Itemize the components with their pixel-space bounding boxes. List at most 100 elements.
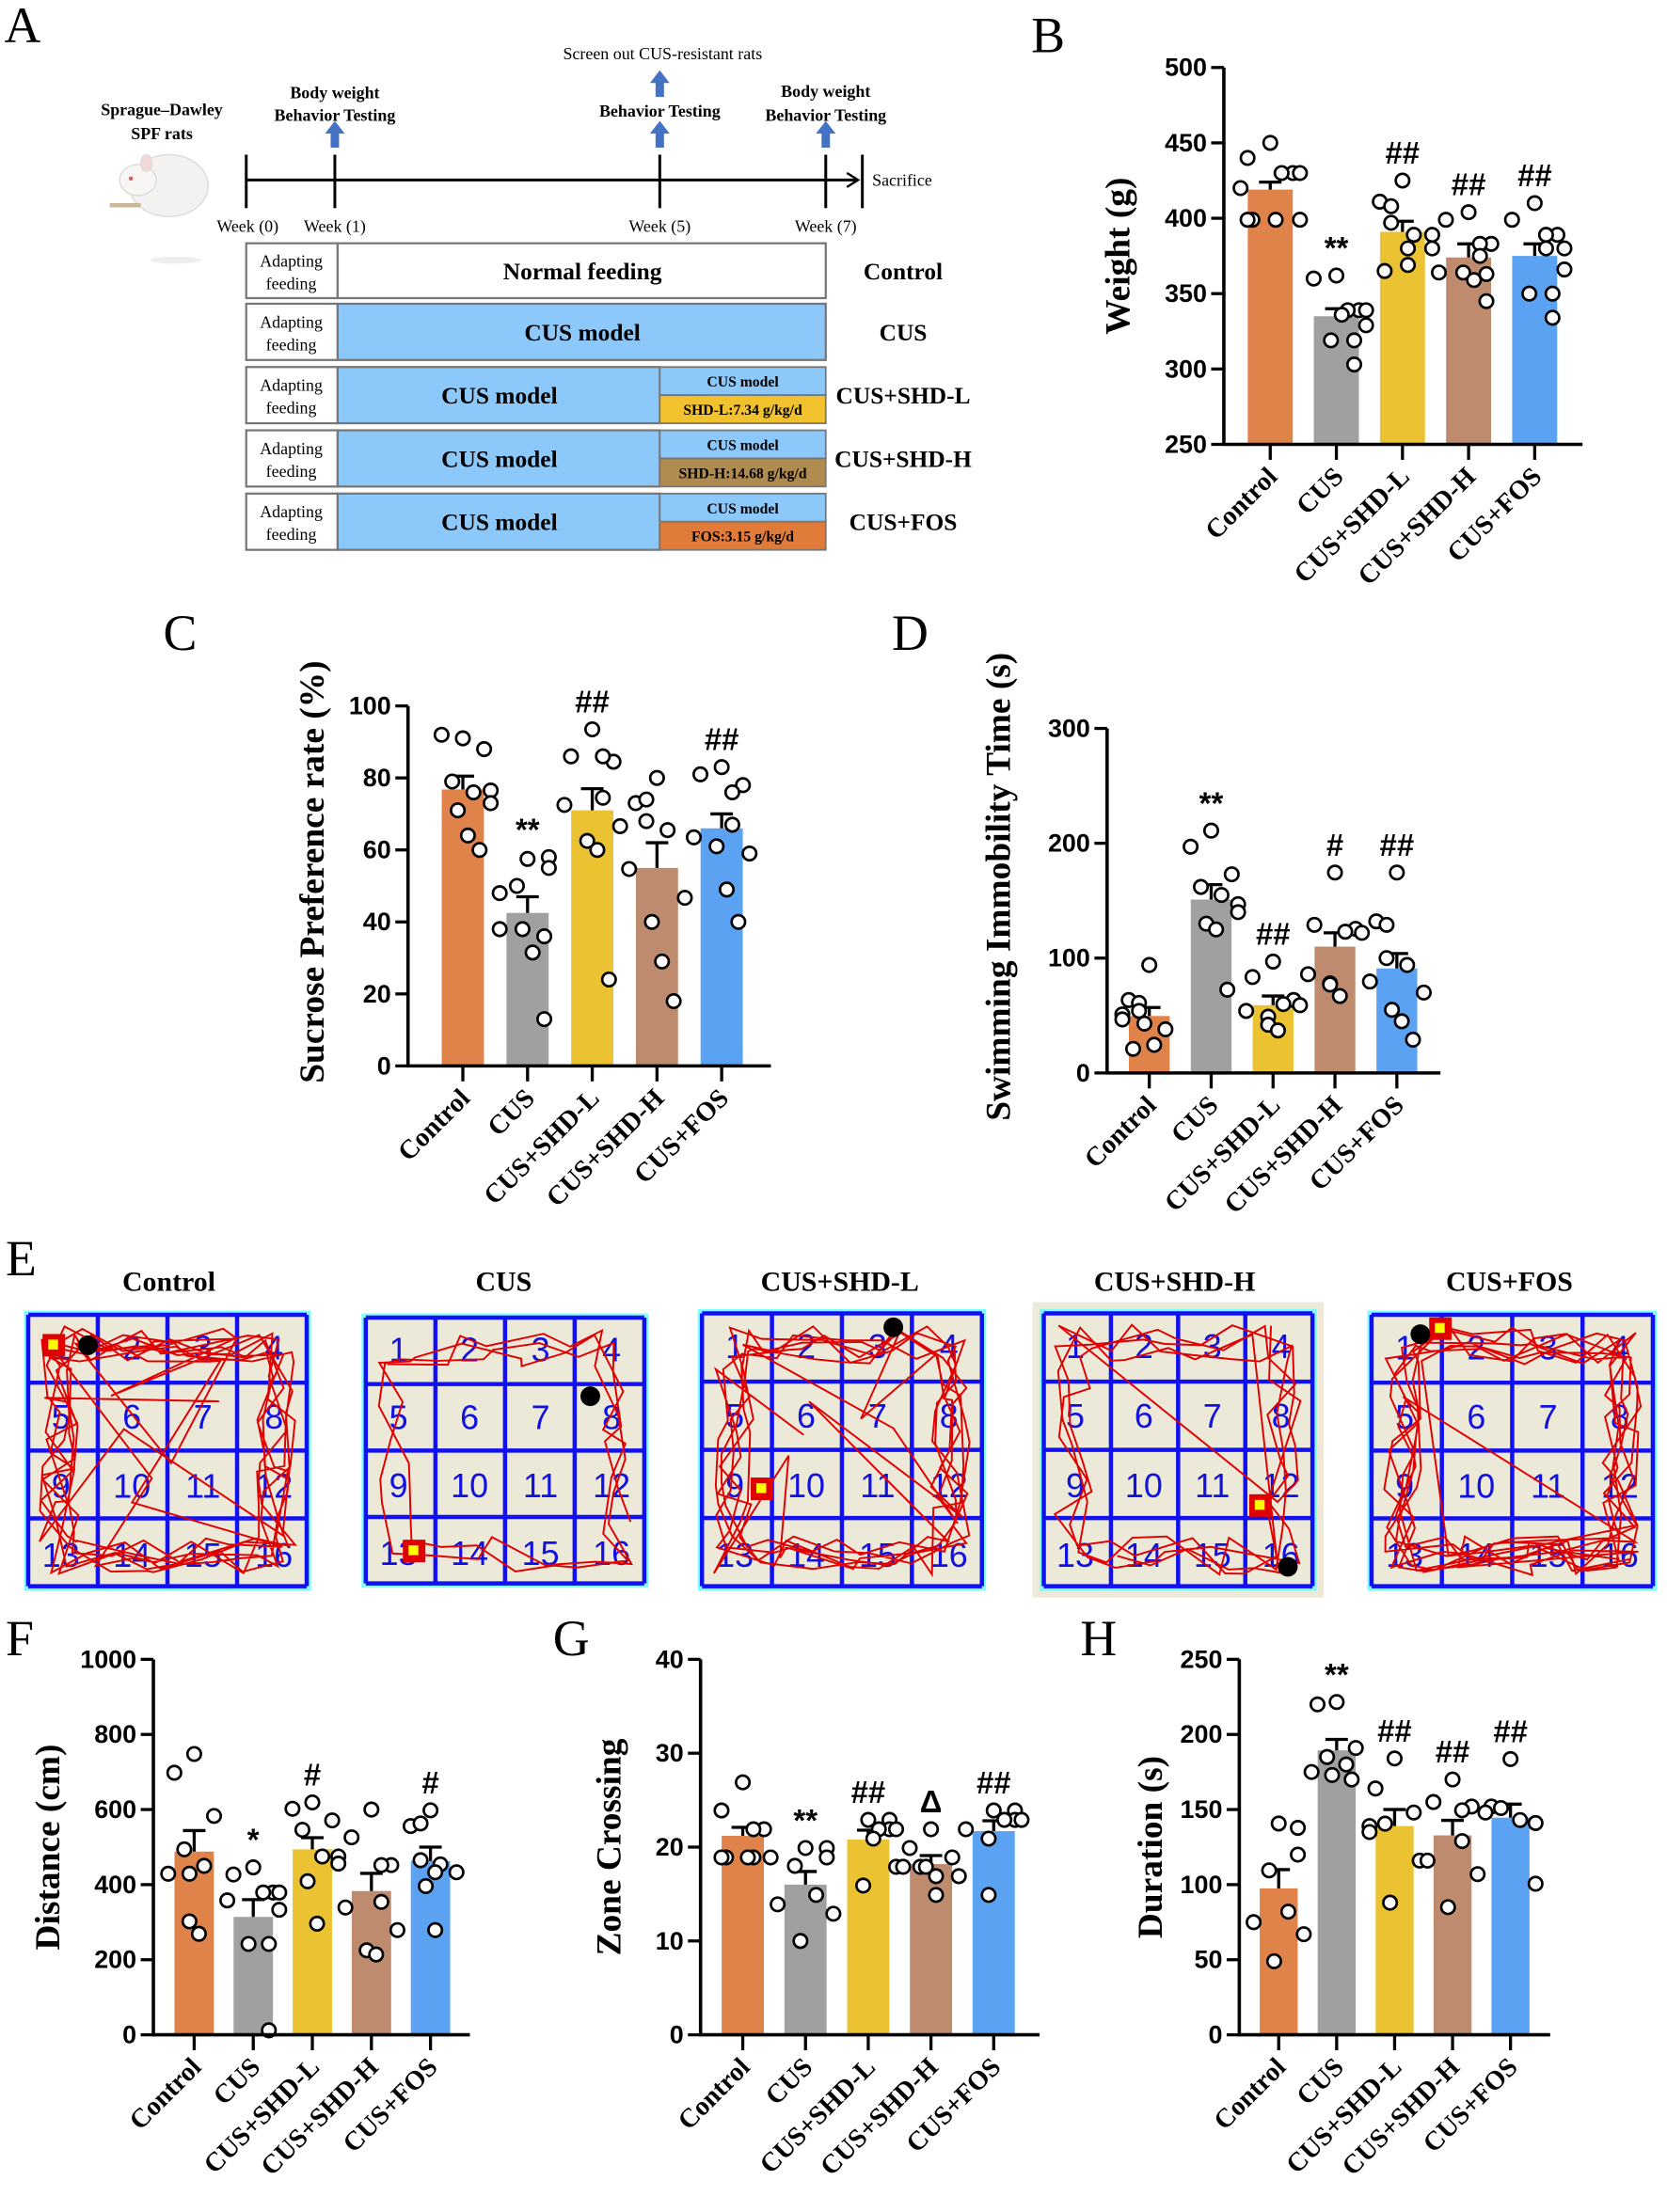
data-point	[1309, 1696, 1326, 1713]
data-point	[324, 1812, 341, 1829]
zone-number: 8	[1272, 1398, 1291, 1435]
y-tick-label: 100	[1181, 1871, 1223, 1899]
data-point	[1537, 240, 1554, 257]
category-label: Control	[124, 2052, 208, 2136]
data-point	[730, 913, 747, 930]
data-point	[1393, 1013, 1410, 1030]
bar-cus-fos	[1512, 256, 1558, 445]
data-point	[337, 1899, 354, 1916]
group-label: CUS+SHD-L	[836, 383, 971, 409]
bar-cus	[1317, 1750, 1357, 2035]
zone-number: 9	[389, 1467, 408, 1505]
data-point	[1267, 212, 1284, 229]
y-tick-label: 0	[122, 2021, 136, 2049]
cus-model-sub-label: CUS model	[706, 437, 779, 453]
data-point	[739, 1849, 756, 1866]
panel-letter-d: D	[892, 605, 929, 661]
data-point	[1265, 1952, 1282, 1969]
adapting-label-line1: Adapting	[260, 376, 323, 395]
normal-feeding-cell	[336, 242, 827, 300]
data-point	[1114, 1011, 1131, 1028]
data-point	[1526, 195, 1543, 212]
data-point	[1544, 309, 1561, 326]
data-point	[1376, 262, 1393, 279]
data-point	[508, 877, 526, 894]
data-point	[1544, 285, 1561, 302]
data-point	[1503, 212, 1520, 229]
data-point	[1389, 864, 1405, 881]
data-point	[412, 1815, 429, 1832]
data-point	[1405, 1804, 1422, 1821]
data-point	[1384, 1002, 1401, 1019]
data-point	[665, 992, 682, 1010]
chart-panel-g: Control**CUS##CUS+SHD-LΔCUS+SHD-H##CUS+F…	[590, 1645, 1040, 2182]
data-point	[1453, 1833, 1470, 1850]
data-point	[284, 1800, 301, 1817]
panel-letter-c: C	[164, 605, 198, 661]
data-point	[1232, 180, 1249, 197]
data-point	[713, 759, 730, 776]
significance-mark: ##	[1436, 1734, 1470, 1769]
zone-number: 8	[602, 1399, 621, 1437]
zone-number: 8	[940, 1398, 959, 1435]
data-point	[825, 1905, 842, 1922]
data-point	[427, 1864, 444, 1881]
data-point	[1124, 1040, 1142, 1057]
data-point	[166, 1764, 183, 1781]
data-point	[219, 1892, 236, 1909]
data-point	[1279, 1904, 1296, 1920]
data-point	[1466, 272, 1483, 289]
data-point	[304, 1793, 321, 1811]
data-point	[1439, 1899, 1456, 1916]
data-point	[563, 748, 579, 765]
significance-mark: ##	[1493, 1714, 1528, 1748]
data-point	[519, 850, 536, 867]
y-tick-label: 250	[1181, 1645, 1223, 1673]
adapting-label-line1: Adapting	[260, 251, 323, 270]
data-point	[745, 1821, 762, 1838]
data-point	[1328, 267, 1345, 284]
significance-mark: ##	[1386, 135, 1421, 170]
data-point	[1338, 1756, 1355, 1773]
data-point	[1471, 247, 1488, 264]
data-point	[1354, 924, 1371, 941]
data-point	[261, 1936, 278, 1952]
data-point	[770, 1896, 786, 1913]
movement-track	[377, 1328, 634, 1572]
open-field-title: CUS+FOS	[1446, 1267, 1573, 1298]
data-point	[450, 802, 467, 819]
bar-control	[722, 1836, 764, 2035]
bar-cus-shd-h	[351, 1890, 391, 2035]
data-point	[1527, 1875, 1544, 1892]
cus-model-cell	[336, 366, 661, 425]
bar-cus-shd-h	[1433, 1835, 1472, 2035]
dose-label: SHD-L:7.34 g/kg/d	[683, 403, 802, 419]
data-point	[540, 860, 557, 877]
bar-cus-shd-l	[1375, 1825, 1414, 2035]
week-7-label: Week (7)	[795, 217, 857, 237]
open-field-title: CUS	[475, 1267, 532, 1298]
y-axis-label: Swimming Immobility Time (s)	[980, 653, 1019, 1121]
zone-number: 14	[1125, 1537, 1163, 1574]
data-point	[1345, 332, 1363, 349]
data-point	[299, 1872, 316, 1889]
group-label: CUS+FOS	[849, 510, 958, 536]
data-point	[860, 1811, 877, 1828]
data-point	[1208, 921, 1225, 938]
schedule-row: Adapting feeding CUS model CUS model SHD-L:7…	[245, 366, 971, 425]
adapting-label-line2: feeding	[266, 274, 317, 292]
data-point	[1460, 204, 1477, 221]
zone-number: 1	[389, 1332, 408, 1369]
data-point	[1400, 240, 1417, 257]
data-point	[1399, 956, 1416, 973]
y-tick-label: 400	[1165, 204, 1207, 232]
data-point	[917, 1858, 934, 1875]
data-point	[1478, 265, 1495, 282]
movement-track	[39, 1325, 297, 1575]
data-point	[1556, 240, 1573, 257]
data-point	[595, 748, 611, 765]
bar-control	[1247, 189, 1294, 445]
